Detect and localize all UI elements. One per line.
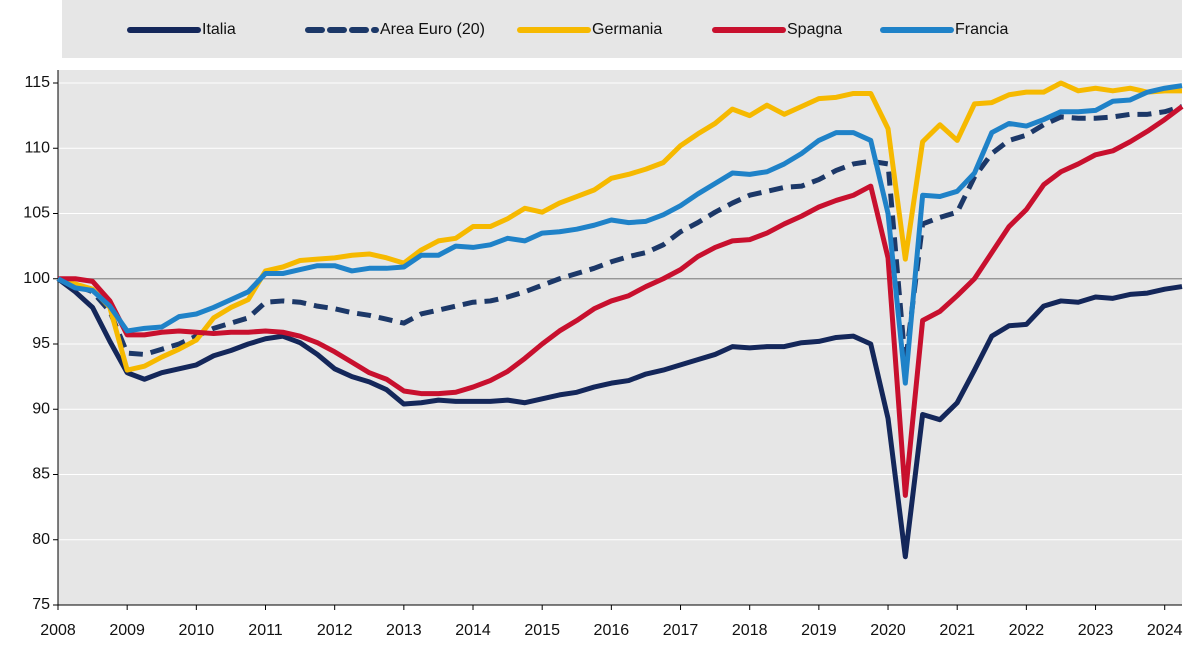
legend-label: Area Euro (20) bbox=[380, 21, 485, 38]
legend-label: Italia bbox=[202, 21, 236, 38]
x-tick-label: 2013 bbox=[386, 622, 422, 639]
x-tick-label: 2009 bbox=[109, 622, 145, 639]
legend-label: Francia bbox=[955, 21, 1008, 38]
series-line bbox=[56, 83, 1183, 386]
x-tick-label: 2017 bbox=[663, 622, 699, 639]
x-tick-label: 2008 bbox=[40, 622, 76, 639]
y-tick-label: 80 bbox=[32, 531, 50, 548]
x-tick-label: 2016 bbox=[594, 622, 630, 639]
x-tick-label: 2010 bbox=[179, 622, 215, 639]
series-line bbox=[56, 276, 1183, 560]
legend-box bbox=[62, 0, 1182, 58]
x-tick-label: 2024 bbox=[1147, 622, 1183, 639]
legend-label: Spagna bbox=[787, 21, 842, 38]
x-tick-label: 2011 bbox=[248, 622, 283, 639]
y-tick-label: 85 bbox=[32, 466, 50, 483]
series-line bbox=[58, 104, 1184, 498]
y-tick-label: 75 bbox=[32, 596, 50, 613]
x-tick-label: 2014 bbox=[455, 622, 491, 639]
y-tick-label: 115 bbox=[24, 74, 50, 91]
x-tick-label: 2022 bbox=[1009, 622, 1045, 639]
series-line bbox=[57, 104, 1183, 367]
y-tick-label: 95 bbox=[32, 335, 50, 352]
y-tick-label: 100 bbox=[23, 270, 50, 287]
x-tick-label: 2023 bbox=[1078, 622, 1114, 639]
legend-label: Germania bbox=[592, 21, 662, 38]
x-tick-label: 2020 bbox=[870, 622, 906, 639]
y-tick-label: 105 bbox=[23, 205, 50, 222]
x-tick-label: 2021 bbox=[939, 622, 975, 639]
y-tick-label: 110 bbox=[24, 139, 50, 156]
x-tick-label: 2015 bbox=[524, 622, 560, 639]
y-tick-label: 90 bbox=[32, 400, 50, 417]
plot-area bbox=[58, 70, 1182, 605]
x-tick-label: 2019 bbox=[801, 622, 837, 639]
x-tick-label: 2018 bbox=[732, 622, 768, 639]
x-tick-label: 2012 bbox=[317, 622, 353, 639]
series-line bbox=[57, 80, 1182, 373]
